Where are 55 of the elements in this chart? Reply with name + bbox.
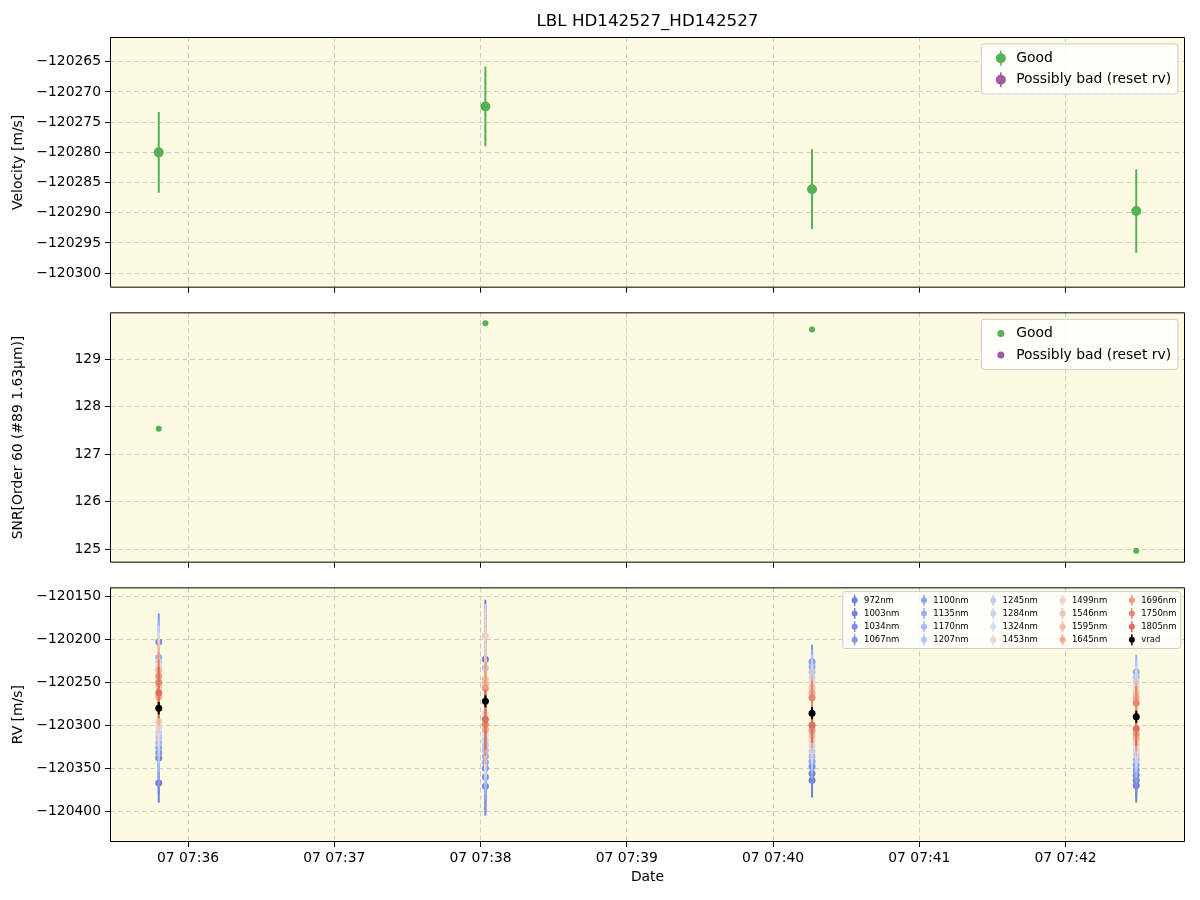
legend-label: 1805nm <box>1141 620 1177 631</box>
legend-label: 1067nm <box>864 634 900 645</box>
legend-label: 1100nm <box>933 594 969 605</box>
y-tick-label: −120285 <box>36 173 101 190</box>
legend-label: 1546nm <box>1071 607 1108 618</box>
x-tick-label: 07 07:38 <box>449 848 512 865</box>
legend-label: 1003nm <box>864 607 900 618</box>
x-tick-label: 07 07:42 <box>1034 848 1097 865</box>
y-axis-title: SNR[Order 60 (#89 1.63μm)] <box>8 335 25 540</box>
y-tick-label: −120280 <box>36 142 101 159</box>
legend-label: Possibly bad (reset rv) <box>1016 70 1172 87</box>
y-tick-label: −120290 <box>36 203 101 220</box>
legend-label: vrad <box>1141 634 1161 645</box>
legend-label: 1170nm <box>933 620 969 631</box>
legend-label: Good <box>1016 48 1053 65</box>
y-tick-label: −120300 <box>36 263 101 280</box>
legend-label: 1034nm <box>864 620 900 631</box>
y-tick-label: 127 <box>74 444 101 461</box>
x-tick-label: 07 07:37 <box>303 848 366 865</box>
legend-label: 1135nm <box>933 607 969 618</box>
y-tick-label: −120300 <box>36 715 101 732</box>
legend-label: 1750nm <box>1141 607 1177 618</box>
chart-title: LBL HD142527_HD142527 <box>536 10 759 32</box>
legend-label: Good <box>1016 324 1053 341</box>
y-tick-label: −120350 <box>36 758 101 775</box>
y-axis-title: RV [m/s] <box>8 685 25 745</box>
x-tick-label: 07 07:39 <box>595 848 658 865</box>
legend-label: 1284nm <box>1002 607 1038 618</box>
legend-label: 1245nm <box>1002 594 1038 605</box>
legend-label: 1595nm <box>1071 620 1108 631</box>
x-tick-label: 07 07:36 <box>156 848 220 865</box>
legend-label: 972nm <box>864 594 894 605</box>
y-tick-label: −120150 <box>36 586 101 603</box>
legend-label: 1324nm <box>1002 620 1038 631</box>
y-tick-label: 126 <box>74 492 101 509</box>
y-tick-label: −120275 <box>36 112 101 129</box>
y-tick-label: 129 <box>74 349 101 366</box>
y-tick-label: −120265 <box>36 52 101 69</box>
x-tick-label: 07 07:40 <box>741 848 805 865</box>
y-axis-title: Velocity [m/s] <box>8 114 25 210</box>
legend-label: 1645nm <box>1071 634 1108 645</box>
legend-label: 1499nm <box>1071 594 1108 605</box>
y-tick-label: −120270 <box>36 82 101 99</box>
legend-label: 1453nm <box>1002 634 1038 645</box>
y-tick-label: −120200 <box>36 629 101 646</box>
y-tick-label: 125 <box>74 539 101 556</box>
x-axis-title: Date <box>630 868 665 885</box>
x-tick-label: 07 07:41 <box>888 848 951 865</box>
legend-label: 1207nm <box>933 634 969 645</box>
y-tick-label: 128 <box>74 397 101 414</box>
legend-label: 1696nm <box>1141 594 1177 605</box>
y-tick-label: −120400 <box>36 801 101 818</box>
y-tick-label: −120295 <box>36 233 101 250</box>
y-tick-label: −120250 <box>36 672 101 689</box>
legend-label: Possibly bad (reset rv) <box>1016 345 1172 362</box>
